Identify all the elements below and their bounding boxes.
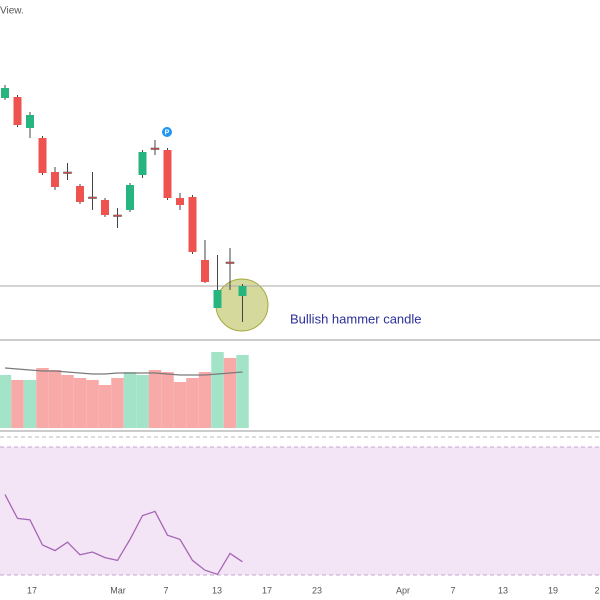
volume-bar [211, 352, 224, 428]
rsi-line [4, 494, 243, 576]
x-tick-label: Mar [110, 585, 126, 595]
candle-body [1, 88, 9, 98]
candle-body [38, 138, 47, 173]
candle-body [163, 150, 172, 198]
x-tick-label: Apr [396, 585, 410, 595]
annotation: Bullish hammer candle [290, 311, 422, 326]
volume-bar [48, 370, 62, 428]
x-tick-label: 13 [498, 585, 508, 595]
candle-body [63, 171, 72, 174]
candle-body [176, 198, 184, 205]
candle-body [126, 185, 134, 210]
badge-label: P [165, 129, 170, 136]
x-tick-label: 2 [594, 585, 599, 595]
candle-body [188, 197, 197, 252]
volume-bar [173, 382, 187, 428]
candle-body [113, 214, 122, 217]
volume-bar [236, 355, 249, 428]
x-tick-label: 17 [262, 585, 272, 595]
watermark: View. [0, 6, 24, 17]
volume-bar [161, 372, 174, 428]
x-tick-label: 17 [27, 585, 37, 595]
volume-bar [111, 378, 124, 428]
volume-bar [148, 370, 162, 428]
candle-body [88, 196, 97, 199]
badge [162, 127, 172, 137]
volume-bar [23, 380, 37, 428]
candle-body [76, 186, 84, 202]
candle-body [101, 200, 109, 215]
volume-bar [73, 378, 87, 428]
x-tick-label: 7 [163, 585, 168, 595]
candle-body [51, 172, 59, 187]
candle-body [213, 290, 222, 308]
volume-bar [186, 378, 199, 428]
volume-bar [36, 368, 49, 428]
candle-body [201, 260, 209, 282]
candle-body [238, 286, 247, 296]
volume-bar [61, 375, 74, 428]
x-tick-label: 13 [212, 585, 222, 595]
volume-bar [11, 380, 24, 428]
candle-body [225, 261, 235, 264]
volume-bar [198, 372, 212, 428]
x-tick-label: 7 [450, 585, 455, 595]
volume-bar [136, 375, 149, 428]
candle-body [150, 147, 160, 150]
candle-body [13, 97, 22, 125]
x-tick-label: 19 [548, 585, 558, 595]
volume-bar [123, 372, 137, 428]
volume-bar [98, 385, 112, 428]
volume-ma [4, 367, 243, 376]
volume-bar [86, 380, 99, 428]
rsi-band [0, 447, 600, 575]
volume-bar [223, 358, 237, 428]
volume-bar [0, 375, 12, 428]
candle-body [26, 115, 34, 128]
candle-body [138, 152, 147, 175]
x-tick-label: 23 [312, 585, 322, 595]
